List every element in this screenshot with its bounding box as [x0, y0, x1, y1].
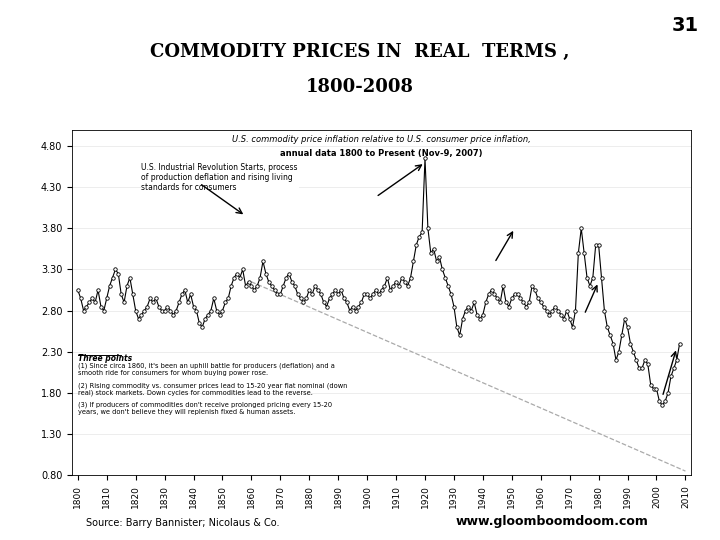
Text: (1) Since circa 1860, it's been an uphill battle for producers (deflation) and a: (1) Since circa 1860, it's been an uphil… [78, 362, 335, 376]
Text: 1800-2008: 1800-2008 [306, 78, 414, 96]
Text: U.S. Industrial Revolution Starts, process
of production deflation and rising li: U.S. Industrial Revolution Starts, proce… [141, 163, 298, 192]
Text: www.gloomboomdoom.com: www.gloomboomdoom.com [455, 515, 648, 528]
Text: 31: 31 [671, 16, 698, 35]
Text: (3) If producers of commodities don't receive prolonged pricing every 15-20
year: (3) If producers of commodities don't re… [78, 402, 332, 415]
Text: Source: Barry Bannister; Nicolaus & Co.: Source: Barry Bannister; Nicolaus & Co. [86, 518, 280, 528]
Text: annual data 1800 to Present (Nov-9, 2007): annual data 1800 to Present (Nov-9, 2007… [280, 148, 483, 158]
Text: U.S. commodity price inflation relative to U.S. consumer price inflation,: U.S. commodity price inflation relative … [233, 135, 531, 144]
Text: (2) Rising commodity vs. consumer prices lead to 15-20 year flat nominal (down
r: (2) Rising commodity vs. consumer prices… [78, 382, 347, 396]
Text: Three points: Three points [78, 354, 132, 363]
Text: COMMODITY PRICES IN  REAL  TERMS ,: COMMODITY PRICES IN REAL TERMS , [150, 43, 570, 61]
